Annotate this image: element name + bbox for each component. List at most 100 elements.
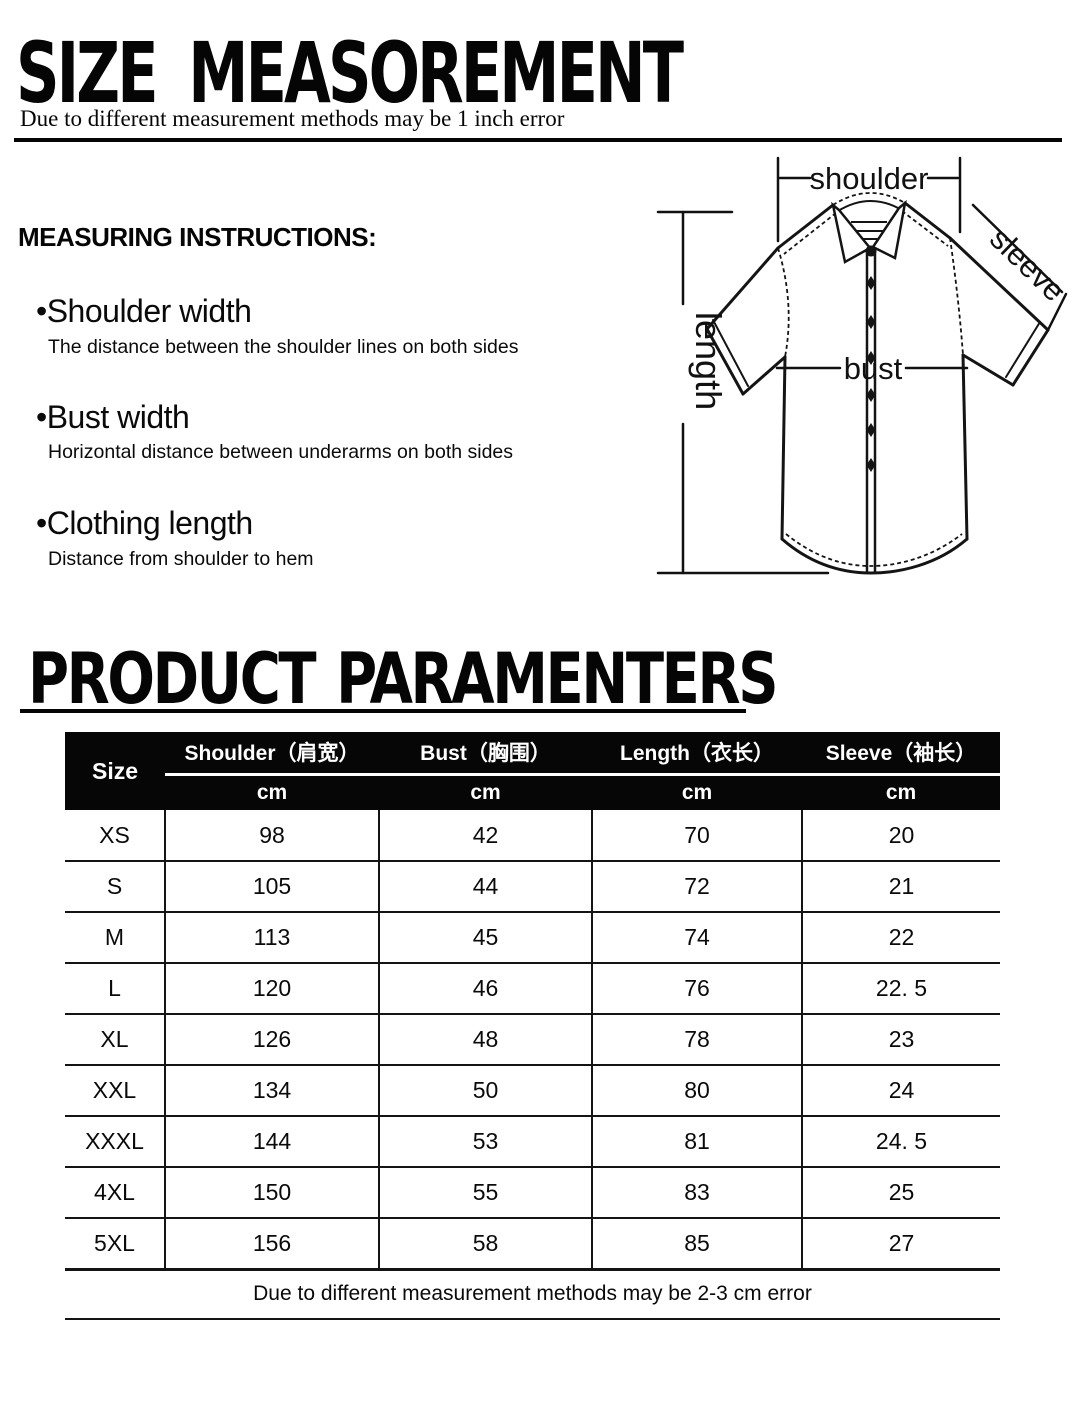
button-icon [866,423,876,437]
table-row: XL 126 48 78 23 [65,1013,1000,1065]
shirt-diagram-svg: shoulder length bust sleeve [656,156,1072,575]
size-cell: M [65,911,165,963]
sleeve-label: sleeve [983,221,1072,308]
instruction-desc-length: Distance from shoulder to hem [48,548,314,570]
header-length: Length（衣长） [592,732,802,776]
hem-stitch [785,533,963,567]
left-shoulder-stitch [783,212,837,255]
table-row: M 113 45 74 22 [65,911,1000,963]
left-cuff [705,327,745,396]
size-cell: XL [65,1013,165,1065]
value-cell: 144 [164,1115,379,1167]
value-cell: 20 [801,810,1000,861]
bust-label: bust [844,351,903,386]
length-label: length [688,312,729,410]
right-shoulder-stitch [901,210,949,247]
value-cell: 126 [164,1013,379,1065]
value-cell: 120 [164,962,379,1014]
shirt-outline [705,201,1050,575]
left-underarm [741,355,787,396]
value-cell: 24 [801,1064,1000,1116]
value-cell: 78 [591,1013,802,1065]
table-row: XXL 134 50 80 24 [65,1064,1000,1116]
table-row: L 120 46 76 22. 5 [65,962,1000,1014]
sleeve-end-tick [1046,292,1068,332]
right-cuff [1011,328,1050,387]
table-row: XS 98 42 70 20 [65,810,1000,861]
value-cell: 22 [801,911,1000,963]
left-armhole-stitch [777,247,790,358]
parameters-title: PRODUCT PARAMENTERS [28,638,779,720]
header-bust: Bust（胸围） [379,732,592,776]
value-cell: 48 [378,1013,592,1065]
left-shoulder-seam [776,203,835,250]
title-divider [14,138,1062,142]
value-cell: 98 [164,810,379,861]
size-cell: L [65,962,165,1014]
size-table-container: Size Shoulder（肩宽） Bust（胸围） Length（衣长） Sl… [65,732,1000,1320]
value-cell: 21 [801,860,1000,912]
left-cuff-band [712,319,749,387]
value-cell: 22. 5 [801,962,1000,1014]
page-title: SIZE MEASOREMENT [16,24,684,122]
instruction-term-shoulder: •Shoulder width [36,293,252,329]
value-cell: 50 [378,1064,592,1116]
size-cell: 5XL [65,1217,165,1269]
page-subtitle: Due to different measurement methods may… [20,106,565,131]
button-icon [866,315,876,329]
value-cell: 134 [164,1064,379,1116]
value-cell: 74 [591,911,802,963]
value-cell: 85 [591,1217,802,1269]
value-cell: 42 [378,810,592,861]
header-shoulder: Shoulder（肩宽） [165,732,379,776]
size-cell: XXL [65,1064,165,1116]
value-cell: 81 [591,1115,802,1167]
body-right-side [961,353,969,541]
value-cell: 156 [164,1217,379,1269]
right-sleeve-outer [948,236,1050,332]
footer-row: Due to different measurement methods may… [65,1267,1000,1320]
button-icon [866,351,876,365]
value-cell: 55 [378,1166,592,1218]
value-cell: 27 [801,1217,1000,1269]
instruction-desc-shoulder: The distance between the shoulder lines … [48,336,519,358]
value-cell: 150 [164,1166,379,1218]
right-shoulder-seam [903,201,952,240]
size-table-body: XS 98 42 70 20 S 105 44 72 21 M 113 45 [65,810,1000,1269]
value-cell: 76 [591,962,802,1014]
size-cell: XXXL [65,1115,165,1167]
button-icon [866,458,876,472]
collar [831,199,907,264]
instruction-term-bust: •Bust width [36,399,190,435]
right-cuff-band [1005,321,1041,378]
buttons [866,276,876,472]
unit-sleeve: cm [802,774,1000,810]
measure-lines [656,156,1068,575]
instructions-heading: MEASURING INSTRUCTIONS: [18,222,377,252]
table-row: S 105 44 72 21 [65,860,1000,912]
instruction-desc-bust: Horizontal distance between underarms on… [48,441,514,463]
size-cell: S [65,860,165,912]
right-underarm [961,353,1015,387]
size-cell: 4XL [65,1166,165,1218]
value-cell: 80 [591,1064,802,1116]
instruction-term-length: •Clothing length [36,505,253,541]
sleeve-measure-line [971,203,1064,294]
collar-button [865,245,877,257]
header-size: Size [65,732,165,810]
hem [780,537,969,575]
button-icon [866,276,876,290]
button-icon [866,388,876,402]
unit-shoulder: cm [165,774,379,810]
footer-note: Due to different measurement methods may… [65,1267,1000,1320]
value-cell: 58 [378,1217,592,1269]
size-cell: XS [99,821,130,848]
seam-stitching [777,192,964,567]
value-cell: 105 [164,860,379,912]
value-cell: 25 [801,1166,1000,1218]
value-cell: 44 [378,860,592,912]
value-cell: 72 [591,860,802,912]
value-cell: 113 [164,911,379,963]
parameters-divider [20,709,746,713]
